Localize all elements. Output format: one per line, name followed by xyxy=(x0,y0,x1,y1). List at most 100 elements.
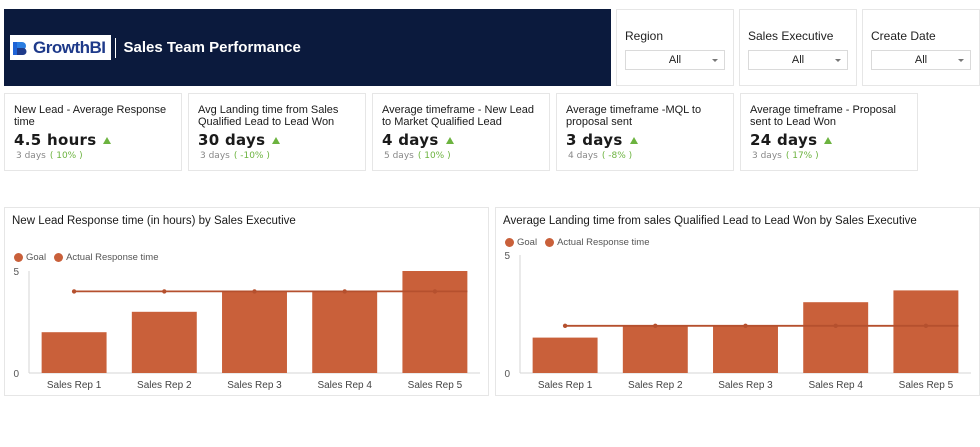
bar-1 xyxy=(41,332,107,373)
chevron-down-icon xyxy=(958,59,964,62)
legend-label-actual: Actual Response time xyxy=(557,237,650,248)
bar-4 xyxy=(803,302,869,373)
bar-5 xyxy=(893,290,959,373)
sales-executive-filter: Sales Executive All xyxy=(739,9,857,86)
bar-2 xyxy=(131,311,197,373)
kpi-value: 4 days xyxy=(382,131,439,149)
x-tick-label: Sales Rep 4 xyxy=(317,380,372,391)
kpi-comparison: 3 days( 10% ) xyxy=(16,151,83,161)
growthbi-logo: GrowthBI xyxy=(10,35,111,60)
kpi-value: 30 days xyxy=(198,131,266,149)
chevron-down-icon xyxy=(835,59,841,62)
landing-time-chart-card: Average Landing time from sales Qualifie… xyxy=(495,207,980,396)
sales-executive-select[interactable]: All xyxy=(748,50,848,70)
kpi-comparison: 4 days( -8% ) xyxy=(568,151,632,161)
kpi-title: Average timeframe -MQL to proposal sent xyxy=(566,104,702,128)
kpi-previous: 4 days xyxy=(568,151,598,161)
chart-legend: Goal Actual Response time xyxy=(14,252,163,263)
up-arrow-icon xyxy=(103,136,112,144)
bar-2 xyxy=(622,325,688,373)
x-tick-label: Sales Rep 3 xyxy=(718,380,773,391)
chart-legend: Goal Actual Response time xyxy=(505,237,654,248)
legend-dot xyxy=(545,238,555,247)
kpi-delta: ( 17% ) xyxy=(785,151,819,161)
x-tick-label: Sales Rep 4 xyxy=(808,380,863,391)
legend-label-actual: Actual Response time xyxy=(66,252,159,263)
legend-item-goal: Goal xyxy=(505,237,537,248)
kpi-comparison: 3 days( -10% ) xyxy=(200,151,270,161)
landing-time-chart: 5 0 Sales Rep 1 Sales Rep 2 Sales Rep 3 Sales… xyxy=(504,251,971,391)
bar-3 xyxy=(222,291,287,373)
kpi-previous: 3 days xyxy=(200,151,230,161)
kpi-title: New Lead - Average Response time xyxy=(14,104,167,128)
bar-3 xyxy=(713,325,778,373)
kpi-title: Average timeframe - Proposal sent to Lea… xyxy=(750,104,896,128)
legend-item-goal: Goal xyxy=(14,252,46,263)
region-select[interactable]: All xyxy=(625,50,725,70)
y-tick-label-max: 5 xyxy=(504,251,510,262)
legend-label-goal: Goal xyxy=(26,252,47,263)
y-tick-label-max: 5 xyxy=(13,267,19,278)
region-select-value: All xyxy=(668,54,682,66)
sales-executive-select-value: All xyxy=(791,54,805,66)
create-date-filter: Create Date All xyxy=(862,9,980,86)
x-tick-label: Sales Rep 2 xyxy=(628,380,683,391)
x-tick-label: Sales Rep 3 xyxy=(227,380,282,391)
header-divider xyxy=(114,37,116,58)
up-arrow-icon xyxy=(824,136,833,144)
legend-dot xyxy=(505,238,514,247)
x-tick-label: Sales Rep 1 xyxy=(538,380,593,391)
kpi-card-lead-to-mql: Average timeframe - New Lead to Market Q… xyxy=(372,93,550,171)
up-arrow-icon xyxy=(272,136,281,144)
region-filter: Region All xyxy=(616,9,734,86)
kpi-value: 3 days xyxy=(566,131,623,149)
y-tick-label-min: 0 xyxy=(504,369,510,380)
bar-4 xyxy=(312,291,378,373)
goal-point-5 xyxy=(923,323,929,328)
kpi-card-proposal-to-won: Average timeframe - Proposal sent to Lea… xyxy=(740,93,918,171)
legend-item-actual: Actual Response time xyxy=(545,237,650,248)
kpi-delta: ( 10% ) xyxy=(417,151,451,161)
kpi-delta: ( -8% ) xyxy=(601,151,633,161)
response-time-chart: 5 0 Sales Rep 1 Sales Rep 2 Sales Rep 3 Sales… xyxy=(13,267,480,391)
x-tick-label: Sales Rep 5 xyxy=(899,380,954,391)
goal-point-4 xyxy=(833,323,838,328)
kpi-card-sql-to-won: Avg Landing time from Sales Qualified Le… xyxy=(188,93,366,171)
chart-title: New Lead Response time (in hours) by Sal… xyxy=(12,215,296,227)
up-arrow-icon xyxy=(629,136,638,144)
goal-point-3 xyxy=(252,289,257,294)
kpi-previous: 5 days xyxy=(384,151,414,161)
goal-point-1 xyxy=(71,289,77,294)
legend-item-actual: Actual Response time xyxy=(54,252,159,263)
goal-point-3 xyxy=(743,323,748,328)
create-date-filter-label: Create Date xyxy=(871,29,936,43)
legend-dot xyxy=(54,253,64,262)
kpi-title: Avg Landing time from Sales Qualified Le… xyxy=(198,104,339,128)
goal-point-2 xyxy=(653,323,658,328)
page-title: Sales Team Performance xyxy=(123,39,301,56)
create-date-select-value: All xyxy=(914,54,928,66)
goal-point-4 xyxy=(342,289,347,294)
kpi-card-new-lead-response: New Lead - Average Response time 4.5 hou… xyxy=(4,93,182,171)
sales-executive-filter-label: Sales Executive xyxy=(748,29,834,43)
kpi-comparison: 3 days( 17% ) xyxy=(752,151,819,161)
x-tick-label: Sales Rep 1 xyxy=(47,380,102,391)
create-date-select[interactable]: All xyxy=(871,50,971,70)
goal-point-2 xyxy=(162,289,167,294)
kpi-delta: ( 10% ) xyxy=(49,151,83,161)
legend-label-goal: Goal xyxy=(517,237,538,248)
kpi-comparison: 5 days( 10% ) xyxy=(384,151,451,161)
kpi-value: 4.5 hours xyxy=(14,131,97,149)
kpi-value: 24 days xyxy=(750,131,818,149)
legend-dot xyxy=(14,253,23,262)
bar-5 xyxy=(402,271,468,373)
x-tick-label: Sales Rep 5 xyxy=(408,380,463,391)
kpi-delta: ( -10% ) xyxy=(233,151,270,161)
kpi-previous: 3 days xyxy=(16,151,46,161)
x-tick-label: Sales Rep 2 xyxy=(137,380,192,391)
logo-text: GrowthBI xyxy=(33,37,106,57)
dashboard-header: GrowthBI Sales Team Performance xyxy=(4,9,611,86)
region-filter-label: Region xyxy=(625,29,664,43)
growthbi-logo-icon xyxy=(13,41,27,55)
bar-1 xyxy=(532,337,598,373)
